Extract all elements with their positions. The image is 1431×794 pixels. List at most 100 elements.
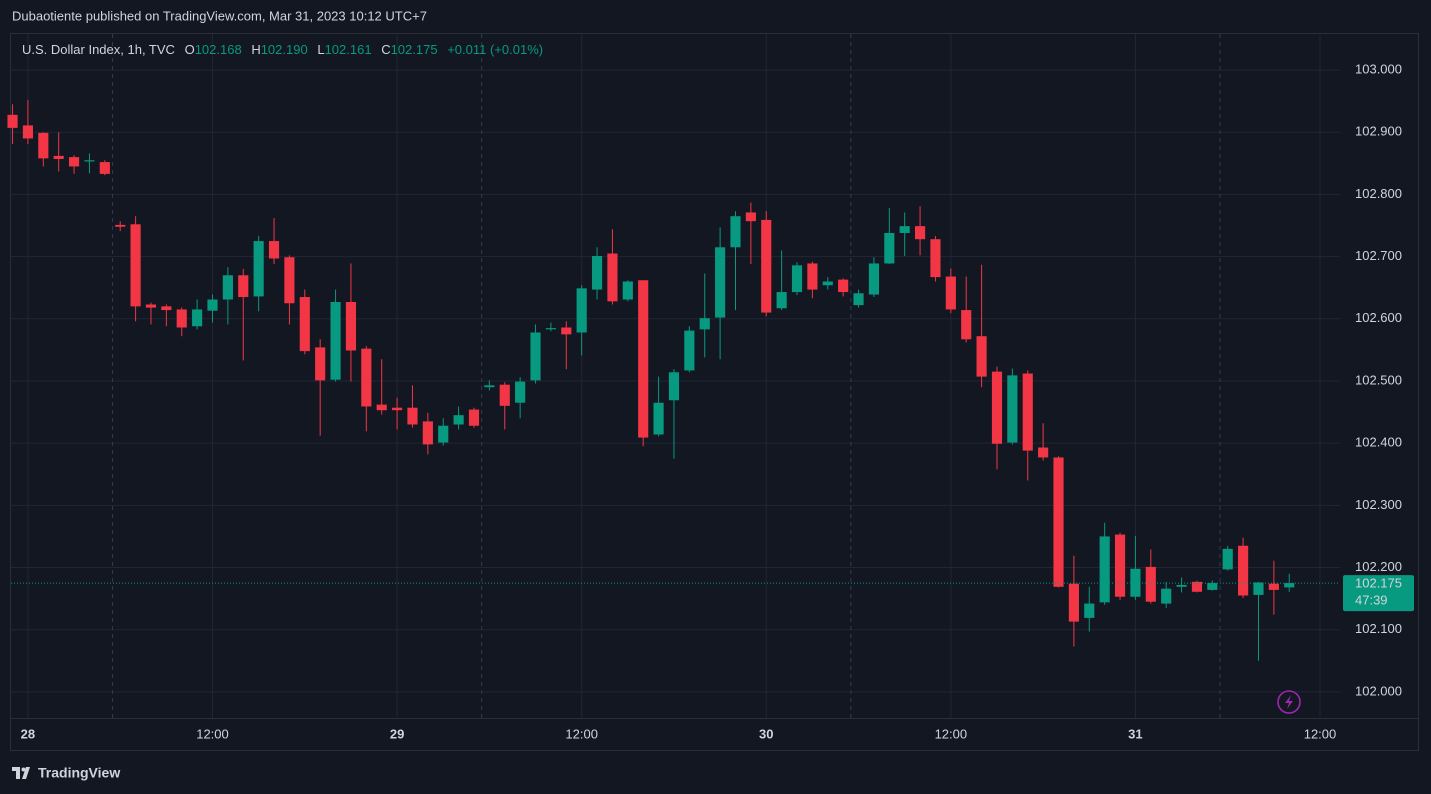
candle-body <box>1161 588 1172 604</box>
candle-body <box>38 132 49 159</box>
y-tick-label: 102.000 <box>1355 683 1402 698</box>
y-tick-label: 102.900 <box>1355 124 1402 139</box>
low-label: L <box>317 42 324 57</box>
candle-body <box>99 162 110 174</box>
candle-body <box>1068 583 1079 622</box>
open-label: O <box>185 42 195 57</box>
x-tick-label: 31 <box>1128 726 1142 741</box>
y-tick-label: 102.100 <box>1355 621 1402 636</box>
x-tick-label: 12:00 <box>935 726 968 741</box>
candle-body <box>1253 582 1264 595</box>
candle-body <box>468 409 480 426</box>
candle-body <box>638 280 649 438</box>
candle-body <box>822 281 833 286</box>
candle-body <box>438 425 449 443</box>
y-tick-label: 102.300 <box>1355 497 1402 512</box>
y-tick-label: 102.600 <box>1355 310 1402 325</box>
x-tick-label: 12:00 <box>1304 726 1337 741</box>
candle-body <box>299 297 310 352</box>
x-tick-label: 28 <box>21 726 35 741</box>
candle-body <box>7 114 18 128</box>
last-price-box <box>1343 575 1414 612</box>
y-tick-label: 102.700 <box>1355 248 1402 263</box>
brand: TradingView <box>38 765 120 781</box>
candle-body <box>407 407 418 425</box>
candle-body <box>22 125 33 139</box>
candle-body <box>807 263 818 290</box>
candle-body <box>668 372 680 401</box>
candle-body <box>899 226 910 233</box>
candle-body <box>622 281 633 300</box>
candle-body <box>1284 583 1295 588</box>
candle-body <box>1099 536 1110 603</box>
candle-body <box>699 318 710 330</box>
candle-body <box>422 421 433 445</box>
candle-body <box>576 288 587 333</box>
legend: U.S. Dollar Index, 1h, TVC O102.168 H102… <box>22 42 543 57</box>
candle-body <box>761 219 772 313</box>
candle-body <box>561 327 572 335</box>
candle-body <box>715 247 726 318</box>
candle-body <box>976 336 987 377</box>
candle-body <box>945 276 956 310</box>
y-tick-label: 103.000 <box>1355 62 1402 77</box>
change: +0.011 (+0.01%) <box>447 42 543 57</box>
countdown: 47:39 <box>1355 593 1388 608</box>
candle-body <box>914 226 926 240</box>
candle-body <box>207 299 218 311</box>
candle-body <box>1268 583 1279 590</box>
candle-body <box>376 404 387 411</box>
x-tick-label: 30 <box>759 726 773 741</box>
candle-body <box>253 241 264 297</box>
candle-body <box>499 384 510 406</box>
candle-body <box>284 257 295 304</box>
candle-body <box>1038 447 1049 458</box>
candle-body <box>991 371 1003 444</box>
candle-body <box>145 304 157 308</box>
candle-body <box>1084 603 1095 618</box>
y-tick-label: 102.400 <box>1355 435 1402 450</box>
low-value: 102.161 <box>325 42 372 57</box>
y-tick-label: 102.500 <box>1355 372 1402 387</box>
candle-body <box>484 385 495 388</box>
candle-body <box>268 241 280 259</box>
symbol: U.S. Dollar Index, 1h, TVC <box>22 42 175 57</box>
x-tick-label: 12:00 <box>565 726 598 741</box>
close-label: C <box>381 42 390 57</box>
candle-body <box>361 348 372 407</box>
candle-body <box>345 302 357 351</box>
candle-body <box>238 275 249 298</box>
open-value: 102.168 <box>195 42 242 57</box>
candle-body <box>115 224 126 227</box>
candle-body <box>853 293 864 306</box>
candle-body <box>130 224 141 307</box>
candle-body <box>1022 373 1033 451</box>
candle-body <box>930 239 941 278</box>
candle-body <box>791 265 803 293</box>
candle-body <box>392 407 403 411</box>
last-price-label: 102.175 <box>1355 576 1402 591</box>
candle-body <box>961 310 972 340</box>
candle-body <box>607 253 618 302</box>
brand-logo <box>12 767 30 779</box>
candle-body <box>745 212 756 222</box>
close-value: 102.175 <box>391 42 438 57</box>
candle-body <box>315 347 326 381</box>
x-tick-label: 29 <box>390 726 404 741</box>
candle-body <box>161 306 172 311</box>
candle-body <box>776 292 787 309</box>
candle-body <box>545 328 556 330</box>
replay-icon[interactable] <box>1277 690 1301 714</box>
candle-body <box>1007 375 1018 443</box>
y-tick-label: 102.800 <box>1355 186 1402 201</box>
x-tick-label: 12:00 <box>196 726 229 741</box>
candle-body <box>730 216 741 248</box>
candle-body <box>868 263 880 295</box>
candle-body <box>884 232 895 264</box>
candle-body <box>1130 568 1141 597</box>
high-value: 102.190 <box>261 42 308 57</box>
high-label: H <box>251 42 260 57</box>
published-note: Dubaotiente published on TradingView.com… <box>12 8 427 23</box>
